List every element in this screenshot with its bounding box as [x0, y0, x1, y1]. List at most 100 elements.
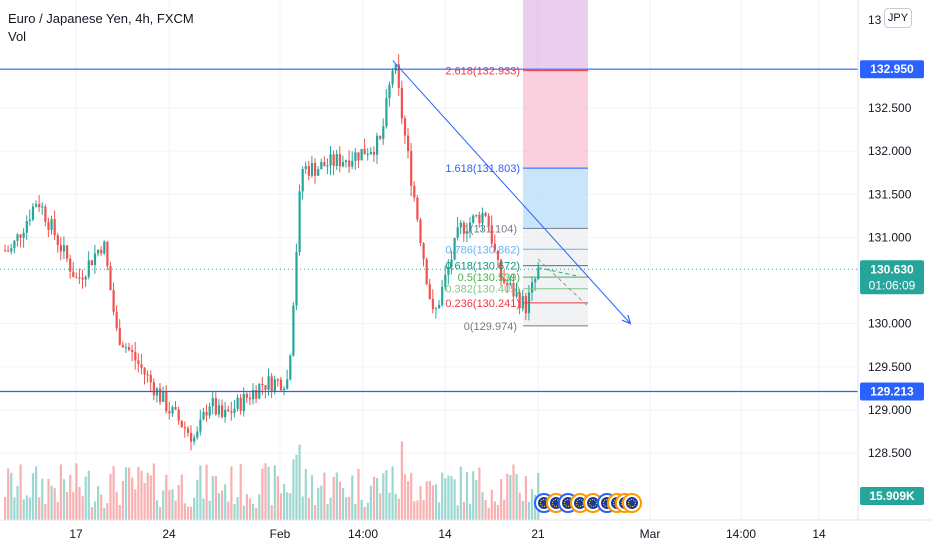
- currency-button[interactable]: JPY: [884, 8, 912, 28]
- volume-bar: [78, 486, 81, 520]
- candle-body: [388, 84, 391, 99]
- candle-body: [146, 374, 149, 376]
- candle-body: [524, 295, 527, 314]
- candle-body: [62, 245, 66, 252]
- horizontal-lines[interactable]: [0, 68, 858, 393]
- volume-bar: [242, 505, 245, 520]
- volume-bars: [4, 441, 540, 520]
- candle-body: [394, 64, 397, 71]
- volume-bar: [118, 504, 121, 520]
- candle-body: [35, 204, 38, 207]
- price-tick-label: 131.500: [868, 187, 912, 201]
- volume-bar: [493, 501, 496, 520]
- candle-body: [286, 379, 289, 389]
- candle-body: [140, 364, 143, 368]
- candle-body: [481, 212, 484, 224]
- candle-body: [422, 243, 425, 260]
- volume-bar: [264, 463, 267, 520]
- event-flag-icon: [626, 497, 638, 509]
- volume-bar: [515, 474, 518, 520]
- volume-bar: [397, 498, 400, 520]
- candle-body: [81, 277, 84, 280]
- fib-extension-zones: [523, 0, 588, 326]
- volume-bar: [304, 469, 307, 520]
- volume-bar: [363, 506, 366, 520]
- volume-bar: [462, 501, 465, 520]
- candle-body: [7, 250, 10, 252]
- volume-bar: [329, 497, 332, 520]
- volume-bar: [248, 498, 252, 520]
- candle-body: [407, 135, 410, 152]
- economic-event-icon[interactable]: [583, 493, 603, 513]
- volume-bar: [301, 496, 304, 520]
- volume-bar: [168, 490, 171, 520]
- candle-body: [307, 166, 310, 176]
- price-badges: 132.950 129.213 130.630 01:06:09 15.909K: [860, 60, 924, 505]
- volume-bar: [224, 484, 227, 520]
- time-tick-label: 14: [438, 527, 452, 541]
- candle-body: [217, 405, 221, 415]
- volume-bar: [410, 472, 413, 520]
- volume-bar: [441, 472, 444, 520]
- volume-bar: [171, 489, 174, 520]
- volume-bar: [279, 493, 283, 520]
- candle-body: [224, 409, 227, 418]
- candle-body: [329, 154, 332, 166]
- volume-bar: [518, 492, 521, 520]
- volume-bar: [165, 474, 168, 520]
- volume-bar: [273, 465, 276, 520]
- volume-bar: [450, 476, 453, 520]
- candle-body: [341, 162, 345, 167]
- volume-bar: [469, 503, 472, 520]
- candle-body: [106, 241, 109, 267]
- time-axis[interactable]: 17 24 Feb 14:00 14 21 Mar 14:00 14: [0, 519, 932, 541]
- volume-bar: [459, 466, 462, 520]
- candle-body: [121, 344, 124, 348]
- candle-body: [326, 165, 329, 167]
- fib-level-label: 0.5(130.539): [458, 272, 520, 284]
- countdown-text: 01:06:09: [869, 278, 916, 292]
- candle-body: [183, 427, 186, 429]
- volume-bar: [521, 500, 524, 520]
- volume-bar: [134, 489, 137, 520]
- candle-body: [128, 347, 131, 350]
- volume-bar: [62, 479, 66, 520]
- trend-line[interactable]: [392, 60, 631, 324]
- event-flag-icon: [587, 497, 599, 509]
- candle-body: [348, 160, 351, 167]
- volume-bar: [428, 480, 431, 520]
- trend-line-arrow-icon: [621, 314, 632, 325]
- volume-bar: [481, 492, 484, 520]
- price-axis[interactable]: 132.500 132.000 131.500 131.000 130.000 129.5…: [857, 0, 912, 520]
- volume-bar: [475, 480, 478, 520]
- volume-bar: [372, 476, 376, 520]
- volume-bar: [524, 476, 527, 520]
- volume-bar: [90, 507, 93, 520]
- candle-body: [376, 135, 379, 155]
- symbol-title[interactable]: Euro / Japanese Yen, 4h, FXCM: [8, 11, 194, 26]
- volume-bar: [487, 507, 490, 520]
- volume-label[interactable]: Vol: [8, 29, 27, 44]
- volume-bar: [106, 503, 109, 520]
- zone-above-2618: [523, 0, 588, 71]
- volume-bar: [196, 479, 199, 520]
- candle-body: [500, 259, 503, 280]
- volume-bar: [382, 473, 385, 520]
- economic-events[interactable]: [534, 493, 642, 513]
- volume-bar: [261, 468, 264, 520]
- candle-body: [298, 191, 301, 252]
- candle-body: [44, 206, 47, 222]
- volume-bar: [317, 487, 320, 520]
- candle-body: [351, 161, 354, 167]
- price-tick-label: 129.500: [868, 360, 912, 374]
- volume-bar: [93, 501, 97, 520]
- support-price-badge: [860, 382, 924, 401]
- economic-event-icon[interactable]: [622, 493, 642, 513]
- volume-bar: [434, 484, 438, 520]
- volume-bar: [155, 500, 159, 520]
- candle-body: [360, 148, 363, 161]
- volume-bar: [298, 444, 301, 520]
- candle-body: [4, 250, 7, 252]
- candle-body: [314, 163, 317, 176]
